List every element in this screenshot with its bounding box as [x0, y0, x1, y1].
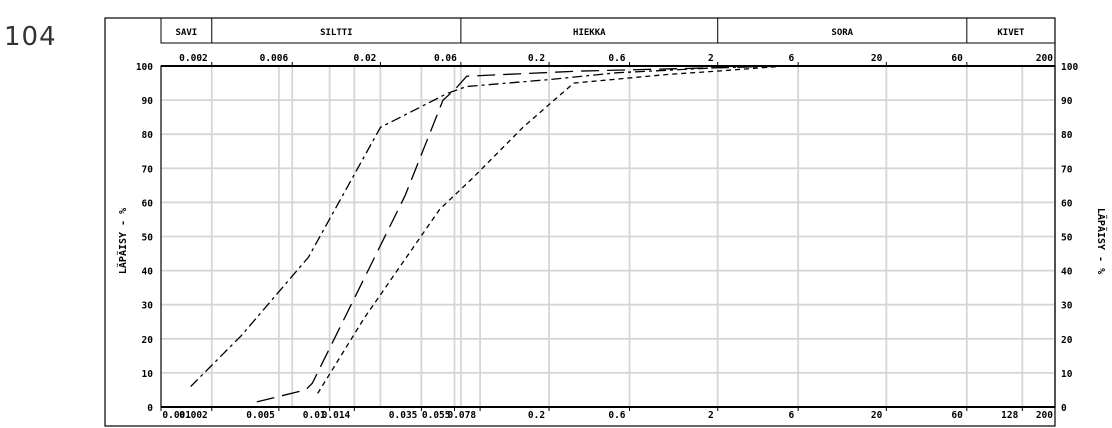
y-tick-label-right: 70 — [1061, 164, 1073, 175]
page-number: 104 — [4, 22, 57, 52]
bottom-tick-label: 0.055 — [422, 410, 451, 421]
top-tick-label: 0.002 — [179, 53, 208, 64]
y-axis-label-right: LÄPÄISY - % — [1095, 208, 1109, 274]
bottom-tick-label: 0.005 — [246, 410, 275, 421]
bottom-tick-label: 0.002 — [179, 410, 208, 421]
top-tick-label: 0.2 — [528, 53, 545, 64]
y-tick-label-right: 60 — [1061, 198, 1073, 209]
y-tick-label-left: 30 — [142, 301, 154, 312]
top-tick-label: 60 — [951, 53, 963, 64]
y-tick-label-left: 80 — [142, 130, 154, 141]
series-line-dash-dot — [190, 65, 785, 387]
y-tick-label-right: 90 — [1061, 96, 1073, 107]
bottom-tick-label: 0.6 — [608, 410, 625, 421]
y-tick-label-right: 20 — [1061, 335, 1073, 346]
y-tick-label-left: 100 — [136, 62, 153, 73]
bottom-tick-label: 0.2 — [528, 410, 545, 421]
chart-outer-frame — [104, 17, 1056, 427]
band-header-frame — [160, 17, 1056, 44]
top-tick-label: 2 — [708, 53, 714, 64]
soil-band-label: HIEKKA — [573, 28, 606, 38]
soil-band-label: SORA — [831, 28, 853, 38]
top-tick-label: 6 — [788, 53, 794, 64]
bottom-tick-label: 60 — [951, 410, 963, 421]
bottom-tick-label: 0.035 — [389, 410, 418, 421]
bottom-tick-label: 128 — [1001, 410, 1018, 421]
y-tick-label-left: 50 — [142, 233, 154, 244]
y-tick-label-right: 50 — [1061, 233, 1073, 244]
series-line-long-dash — [256, 65, 785, 403]
series-layer — [190, 65, 785, 403]
y-tick-label-left: 40 — [142, 267, 154, 278]
bottom-tick-label: 200 — [1036, 410, 1053, 421]
y-tick-label-left: 20 — [142, 335, 154, 346]
soil-band-label: KIVET — [997, 28, 1025, 38]
bottom-tick-label: 20 — [871, 410, 883, 421]
y-tick-label-left: 70 — [142, 164, 154, 175]
axis-layer: 0.002 0.006 0.02 0.06 0.2 0.6 2 6 20 60 2000.0010.… — [136, 53, 1079, 421]
y-tick-label-left: 10 — [142, 369, 154, 380]
y-tick-label-left: 90 — [142, 96, 154, 107]
top-tick-label: 0.6 — [608, 53, 625, 64]
top-tick-label: 20 — [871, 53, 883, 64]
y-tick-label-right: 30 — [1061, 301, 1073, 312]
soil-band-header: SAVI SILTTI HIEKKA SORA KIVET — [160, 17, 1056, 44]
y-tick-label-left: 60 — [142, 198, 154, 209]
y-tick-label-left: 0 — [147, 403, 153, 414]
y-tick-label-right: 100 — [1061, 62, 1078, 73]
bottom-tick-label: 0.001 — [162, 410, 191, 421]
top-tick-label: 0.06 — [434, 53, 457, 64]
bottom-tick-label: 2 — [708, 410, 714, 421]
top-tick-label: 200 — [1036, 53, 1053, 64]
bottom-tick-label: 0.01 — [303, 410, 326, 421]
series-line-short-dash — [317, 65, 785, 394]
y-tick-label-right: 80 — [1061, 130, 1073, 141]
y-tick-label-right: 0 — [1061, 403, 1067, 414]
y-tick-label-right: 10 — [1061, 369, 1073, 380]
bottom-tick-label: 0.078 — [447, 410, 476, 421]
soil-band-label: SAVI — [176, 28, 198, 38]
bottom-tick-label: 0.014 — [322, 410, 351, 421]
grid-layer — [161, 66, 1055, 407]
y-axis-label-left: LÄPÄISY - % — [115, 208, 129, 274]
top-tick-label: 0.02 — [354, 53, 377, 64]
top-tick-label: 0.006 — [260, 53, 289, 64]
soil-band-label: SILTTI — [320, 28, 353, 38]
bottom-tick-label: 6 — [788, 410, 794, 421]
y-tick-label-right: 40 — [1061, 267, 1073, 278]
